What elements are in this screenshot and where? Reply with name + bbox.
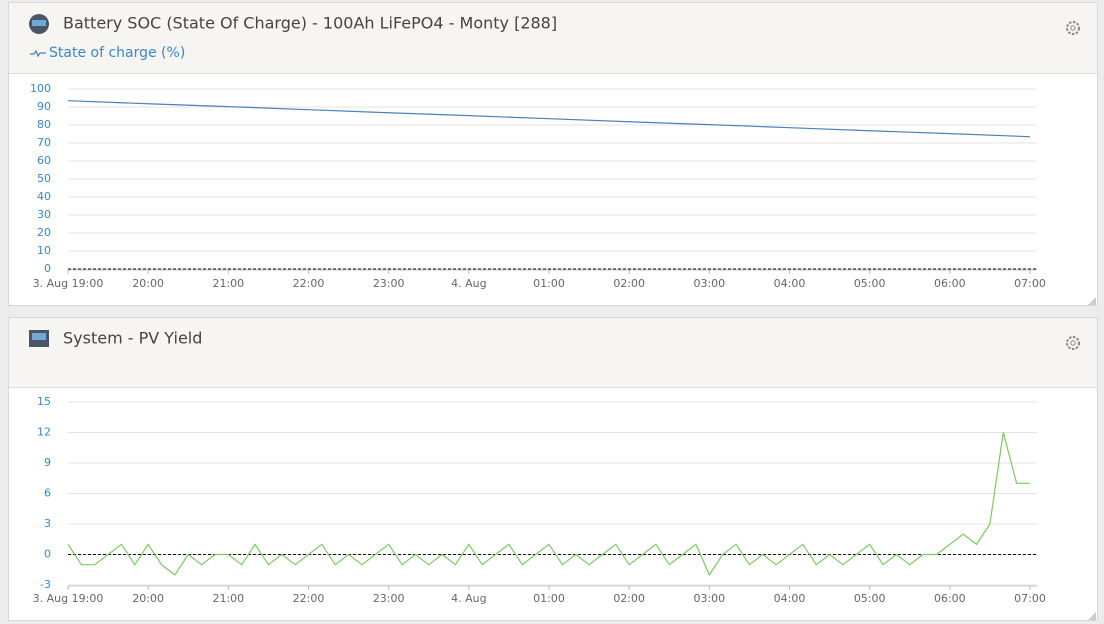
y-tick-label: 50 [37, 172, 51, 185]
x-tick-label: 22:00 [293, 277, 325, 290]
x-tick-label: 4. Aug [451, 592, 486, 605]
y-tick-label: 10 [37, 244, 51, 257]
x-tick-label: 23:00 [373, 277, 405, 290]
series-line [67, 432, 1030, 577]
chart-panel: Battery SOC (State Of Charge) - 100Ah Li… [8, 2, 1098, 306]
x-tick-label: 20:00 [132, 592, 164, 605]
x-tick-label: 22:00 [293, 592, 325, 605]
x-tick-label: 4. Aug [451, 277, 486, 290]
legend-label: State of charge (%) [49, 45, 185, 61]
chart-title: System - PV Yield [63, 329, 202, 348]
chart-panel: System - PV Yield -3 0 3 6 9 12 15 3. Aug 19:00 2… [8, 317, 1098, 621]
x-tick-label: 05:00 [854, 592, 886, 605]
y-tick-label: 3 [44, 517, 51, 530]
x-tick-label: 01:00 [533, 592, 565, 605]
x-tick-label: 07:00 [1014, 592, 1046, 605]
resize-handle [1088, 612, 1096, 620]
y-tick-label: 0 [44, 548, 51, 561]
resize-handle [1088, 297, 1096, 305]
y-tick-label: 80 [37, 118, 51, 131]
x-tick-label: 21:00 [212, 592, 244, 605]
settings-button-center [1070, 340, 1076, 346]
settings-button[interactable] [1066, 336, 1080, 350]
x-tick-label: 07:00 [1014, 277, 1046, 290]
x-tick-label: 3. Aug 19:00 [33, 592, 104, 605]
y-tick-label: 100 [30, 82, 51, 95]
x-tick-label: 05:00 [854, 277, 886, 290]
y-tick-label: 70 [37, 136, 51, 149]
chart-title: Battery SOC (State Of Charge) - 100Ah Li… [63, 14, 557, 33]
x-tick-label: 06:00 [934, 277, 966, 290]
x-tick-label: 06:00 [934, 592, 966, 605]
x-tick-label: 23:00 [373, 592, 405, 605]
x-tick-label: 20:00 [132, 277, 164, 290]
settings-button[interactable] [1066, 21, 1080, 35]
x-tick-label: 04:00 [774, 592, 806, 605]
x-tick-label: 04:00 [774, 277, 806, 290]
x-tick-label: 01:00 [533, 277, 565, 290]
device-icon-screen [32, 20, 46, 26]
panel-header [9, 318, 1097, 387]
y-tick-label: 90 [37, 100, 51, 113]
x-tick-label: 02:00 [613, 592, 645, 605]
y-tick-label: 30 [37, 208, 51, 221]
y-tick-label: -3 [40, 578, 51, 591]
y-tick-label: 9 [44, 456, 51, 469]
x-tick-label: 03:00 [693, 592, 725, 605]
y-tick-label: 60 [37, 154, 51, 167]
device-icon-screen [32, 333, 46, 340]
x-tick-label: 03:00 [693, 277, 725, 290]
settings-button-center [1070, 25, 1076, 31]
y-tick-label: 15 [37, 395, 51, 408]
y-tick-label: 12 [37, 426, 51, 439]
x-tick-label: 3. Aug 19:00 [33, 277, 104, 290]
legend-icon [30, 49, 46, 58]
panel-header [9, 3, 1097, 73]
x-tick-label: 02:00 [613, 277, 645, 290]
y-tick-label: 6 [44, 487, 51, 500]
y-tick-label: 0 [44, 262, 51, 275]
x-tick-label: 21:00 [212, 277, 244, 290]
y-tick-label: 40 [37, 190, 51, 203]
y-tick-label: 20 [37, 226, 51, 239]
series-line [67, 100, 1031, 138]
